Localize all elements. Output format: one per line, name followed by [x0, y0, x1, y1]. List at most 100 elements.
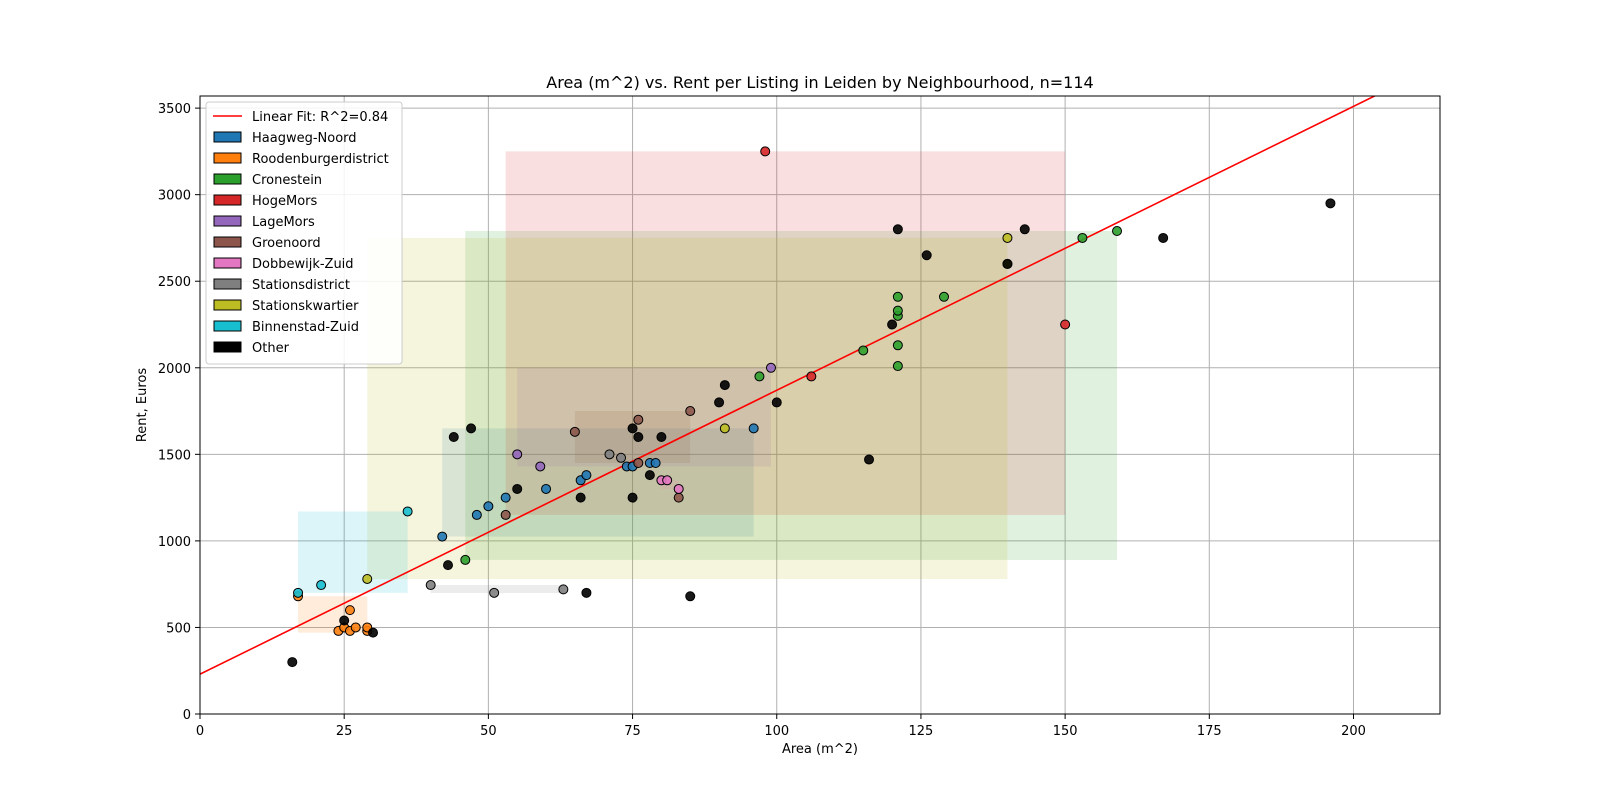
data-point [1158, 232, 1169, 243]
x-axis-label: Area (m^2) [782, 742, 858, 757]
data-point [1002, 232, 1013, 243]
range-rect [661, 480, 679, 489]
y-tick-label: 1000 [158, 535, 191, 550]
data-point [1002, 258, 1013, 269]
range-rect [465, 231, 1118, 560]
legend-label: Dobbewijk-Zuid [252, 257, 354, 272]
data-point [425, 580, 436, 591]
data-point [627, 423, 638, 434]
legend-label: LageMors [252, 215, 315, 230]
range-rect [574, 411, 691, 463]
data-point [719, 423, 730, 434]
data-point [437, 531, 448, 542]
data-point [402, 506, 413, 517]
data-point [685, 406, 696, 417]
legend-swatch [213, 215, 242, 227]
data-point [443, 560, 453, 571]
data-point [644, 470, 655, 481]
x-tick-label: 0 [196, 724, 204, 739]
legend-label: Stationsdistrict [252, 278, 350, 293]
data-point [368, 627, 379, 638]
data-point [887, 319, 898, 330]
data-point [575, 492, 586, 503]
data-point [650, 457, 661, 468]
y-tick-label: 3000 [158, 189, 191, 204]
data-point [471, 509, 482, 520]
x-tick-label: 175 [1197, 724, 1222, 739]
data-point [892, 224, 903, 235]
data-point [754, 371, 765, 382]
x-tick-label: 75 [624, 724, 641, 739]
legend-label: Other [252, 341, 290, 356]
legend-swatch [213, 299, 242, 311]
legend-swatch [213, 257, 242, 269]
data-point [287, 657, 298, 668]
legend-label: Roodenburgerdistrict [252, 152, 389, 167]
data-point [581, 587, 592, 598]
legend-label: Cronestein [252, 173, 322, 188]
data-point [316, 580, 327, 591]
y-tick-label: 0 [183, 708, 191, 723]
scatter-points [287, 146, 1336, 668]
legend-label: Stationskwartier [252, 299, 359, 314]
data-point [466, 423, 477, 434]
legend-swatch [213, 236, 242, 248]
legend-swatch [213, 131, 242, 143]
legend-swatch [213, 173, 242, 185]
data-point [500, 509, 511, 520]
data-point [293, 587, 304, 598]
data-point [604, 449, 615, 460]
legend-swatch [213, 152, 242, 164]
fit-line-group [200, 96, 1377, 675]
y-axis-label: Rent, Euros [135, 368, 150, 443]
legend-swatch [213, 194, 242, 206]
range-rect [442, 428, 754, 537]
legend-swatch [213, 278, 242, 290]
x-tick-label: 125 [909, 724, 934, 739]
data-point [685, 591, 696, 602]
legend-label: Binnenstad-Zuid [252, 320, 359, 335]
data-point [512, 449, 523, 460]
data-point [1060, 319, 1071, 330]
data-point [1325, 198, 1336, 209]
y-tick-label: 2000 [158, 362, 191, 377]
data-point [939, 291, 949, 302]
y-tick-label: 3500 [158, 102, 191, 117]
legend-swatch [213, 320, 242, 332]
data-point [558, 584, 569, 595]
data-point [339, 615, 350, 626]
x-tick-label: 100 [764, 724, 789, 739]
data-point [806, 371, 817, 382]
data-point [858, 345, 869, 356]
data-point [662, 475, 673, 486]
data-point [541, 483, 552, 494]
data-point [633, 414, 644, 425]
data-point [512, 483, 523, 494]
y-tick-label: 1500 [158, 448, 191, 463]
data-point [500, 492, 511, 503]
legend-fit-label: Linear Fit: R^2=0.84 [252, 110, 388, 125]
x-tick-label: 50 [480, 724, 497, 739]
data-point [771, 397, 782, 408]
data-point [892, 291, 903, 302]
legend-label: HogeMors [252, 194, 317, 209]
plot-frame [199, 95, 1441, 715]
data-point [627, 492, 638, 503]
data-point [714, 397, 725, 408]
legend: Linear Fit: R^2=0.84 Haagweg-Noord Roodenb… [205, 101, 403, 365]
fit-line [200, 96, 1377, 675]
data-point [656, 432, 667, 443]
x-tick-label: 150 [1053, 724, 1078, 739]
data-point [892, 305, 903, 316]
data-point [1112, 226, 1123, 237]
data-point [489, 587, 500, 598]
data-point [864, 454, 875, 465]
data-point [1019, 224, 1030, 235]
data-point [748, 423, 759, 434]
legend-swatch [213, 341, 242, 353]
data-point [483, 501, 494, 512]
data-point [673, 483, 684, 494]
data-point [633, 457, 644, 468]
plot-background [200, 96, 1440, 714]
data-point [760, 146, 771, 157]
